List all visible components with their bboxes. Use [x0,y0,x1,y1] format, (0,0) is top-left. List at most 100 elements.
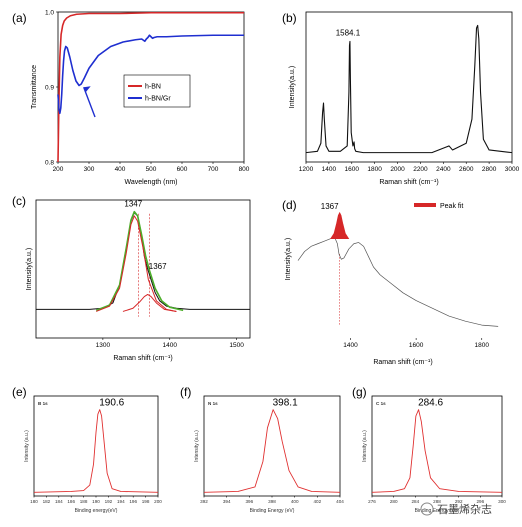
panel-g-spectrum-line [371,409,503,493]
panel-c-series-line-fit [95,210,184,312]
panel-e-x-tick-label: 190 [92,499,100,504]
panel-b-x-tick-label: 1200 [299,166,314,173]
panel-a-x-tick-label: 200 [53,166,64,173]
panel-b-x-tick-label: 2600 [459,166,474,173]
panel-c-x-axis-title: Raman shift (cm⁻¹) [113,355,172,362]
panel-d-y-axis-title: Intensity(a.u.) [285,238,292,280]
panel-d-peak-fit-area [330,211,350,239]
panel-c-label: (c) [12,194,26,208]
panel-d-spectrum-line [297,235,499,327]
panel-e-core-level-tag: B 1s [38,401,48,406]
panel-d-x-tick-label: 1800 [475,342,490,349]
panel-c-peak-label: 1347 [124,200,142,209]
panel-c-series-line-peak1 [96,215,177,312]
panel-e-plot-frame [33,395,159,497]
panel-f-x-tick-label: 402 [313,499,321,504]
panel-c-x-tick-label: 1400 [163,342,178,349]
panel-e-y-axis-title: Intensity (a.u.) [24,430,30,462]
panel-b-raman-chart: (b) 1200 1400 1600 1800 2000 2200 2400 2600 2800 3… [282,11,520,186]
panel-c-x-tick-label: 1300 [96,342,111,349]
panel-d-peak-label: 1367 [321,202,339,211]
panel-b-x-tick-label: 2800 [482,166,497,173]
panel-f-x-tick-label: 398 [268,499,276,504]
panel-a-x-tick-label: 800 [239,166,250,173]
panel-a-x-tick-label: 500 [146,166,157,173]
panel-d-label: (d) [282,198,297,212]
panel-g-label: (g) [352,385,367,399]
watermark-logo-icon [420,502,434,516]
panel-d-legend-swatch [414,203,436,207]
panel-e-x-tick-label: 180 [30,499,38,504]
panel-b-x-axis-title: Raman shift (cm⁻¹) [379,179,438,186]
panel-b-spectrum-line [305,24,513,154]
panel-e-peak-label: 190.6 [99,398,124,409]
panel-e-x-axis-title: Binding energy(eV) [75,508,118,514]
panel-f-label: (f) [180,385,191,399]
panel-c-plot-frame [35,199,251,339]
panel-g-x-tick-label: 280 [390,499,398,504]
panel-e-x-tick-label: 184 [55,499,63,504]
panel-a-legend-entry: h-BN [145,84,161,91]
panel-b-x-tick-label: 2200 [413,166,428,173]
panel-a-x-axis-title: Wavelength (nm) [124,179,177,186]
panel-f-x-tick-label: 394 [223,499,231,504]
panel-e-x-tick-label: 186 [67,499,75,504]
panel-a-transmittance-chart: (a) 200 300 400 500 600 700 800 0.8 0.9 1.0 Wavelen… [12,9,250,186]
panel-b-x-tick-label: 2400 [436,166,451,173]
panel-c-series-line-peak2 [122,293,177,312]
panel-a-legend-box [123,74,191,108]
panel-g-core-level-tag: C 1s [376,401,386,406]
panel-a-series-line-hbn [57,11,244,163]
panel-e-spectrum-line [33,409,159,493]
panel-f-core-level-tag: N 1s [208,401,218,406]
panel-b-plot-frame [305,11,513,163]
panel-a-label: (a) [12,11,27,25]
panel-d-legend-entry: Peak fit [440,203,463,210]
panel-g-plot-frame [371,395,503,497]
panel-f-y-axis-title: Intensity (a.u.) [194,430,200,462]
panel-f-spectrum-line [203,409,341,493]
panel-e: (e) B 1s 180 182 184 186 188 190 192 194 196 198 200… [12,385,162,514]
panel-a-arrow-head [83,86,91,93]
panel-f-plot-frame [203,395,341,497]
panel-b-peak-label: 1584.1 [336,28,361,37]
panel-f-x-tick-label: 396 [245,499,253,504]
panel-a-legend-entry: h-BN/Gr [145,96,171,103]
panel-f-x-axis-title: Binding Energy (eV) [250,508,295,514]
panel-a-x-tick-label: 400 [115,166,126,173]
panel-b-x-tick-label: 1800 [367,166,382,173]
panel-g-x-tick-label: 276 [368,499,376,504]
panel-a-y-axis-title: Transmittance [31,65,38,109]
panel-g-x-axis-title: Binding Energy (eV) [415,508,460,514]
panel-f-x-tick-label: 400 [291,499,299,504]
watermark: 石墨烯杂志 [420,502,492,516]
watermark-text: 石墨烯杂志 [437,503,492,516]
panel-b-x-tick-label: 3000 [505,166,520,173]
panel-c-series-line-data [36,212,250,310]
panel-g-x-tick-label: 284 [411,499,419,504]
panel-d-x-tick-label: 1600 [409,342,424,349]
panel-d-x-axis-title: Raman shift (cm⁻¹) [373,359,432,366]
panel-e-label: (e) [12,385,27,399]
panel-a-x-tick-label: 600 [177,166,188,173]
panel-e-x-tick-label: 188 [80,499,88,504]
panel-c-y-axis-title: Intensity(a.u.) [26,248,33,290]
panel-a-y-tick-label: 1.0 [45,9,54,16]
panel-c-raman-fit-chart: (c) 1300 1400 1500 Raman shift (cm⁻¹) Intensi… [12,194,251,362]
panel-g-x-tick-label: 300 [498,499,506,504]
panel-f-x-tick-label: 392 [200,499,208,504]
panel-g: (g) C 1s 276 280 284 288 292 296 300 Binding Ener… [352,385,506,514]
panel-b-y-axis-title: Intensity(a.u.) [289,66,296,108]
panel-f: (f) N 1s 392 394 396 398 400 402 404 Binding Ener… [180,385,344,514]
panel-g-x-tick-label: 292 [455,499,463,504]
panel-g-y-axis-title: Intensity (a.u.) [362,430,368,462]
panel-e-x-tick-label: 192 [105,499,113,504]
panel-e-x-tick-label: 196 [129,499,137,504]
panel-g-peak-label: 284.6 [418,398,443,409]
panel-g-x-tick-label: 288 [433,499,441,504]
panel-c-x-tick-label: 1500 [229,342,244,349]
panel-a-series-line-hbngr [57,34,244,115]
panel-b-x-tick-label: 2000 [390,166,405,173]
panel-e-x-tick-label: 182 [43,499,51,504]
